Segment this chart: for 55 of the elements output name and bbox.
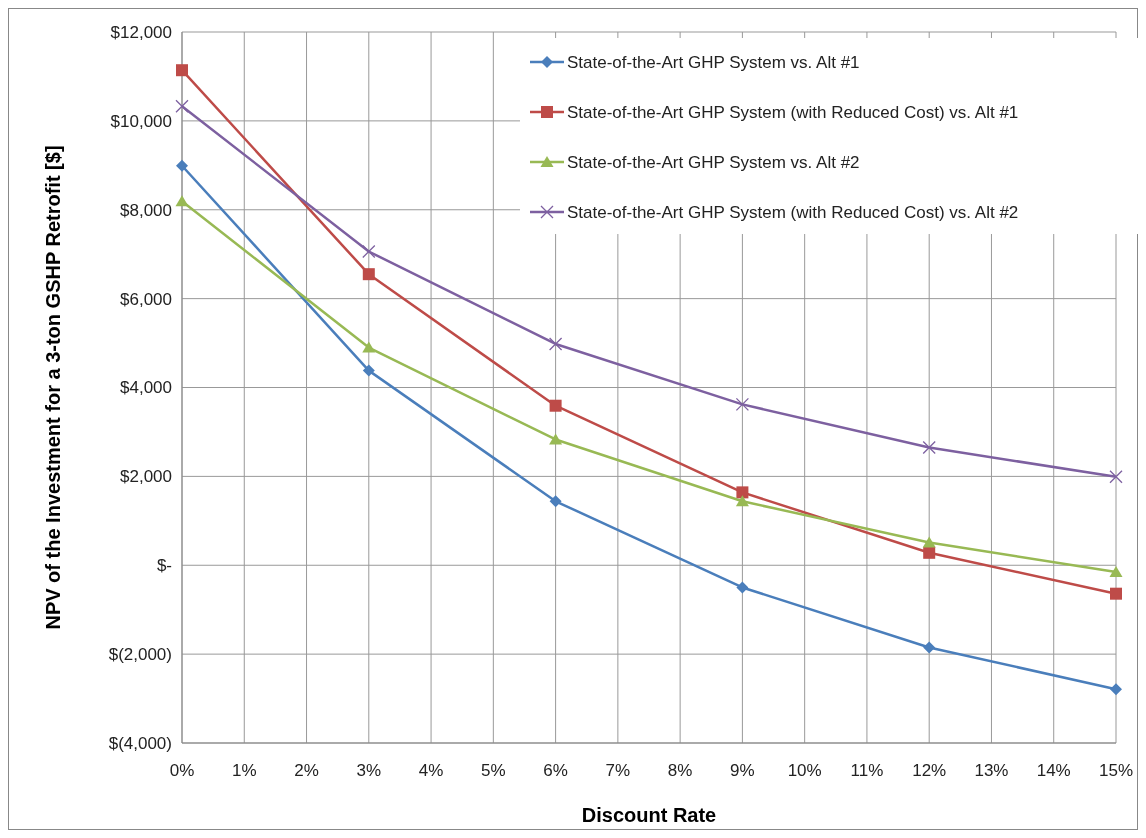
point (923, 546, 936, 559)
x-axis-title: Discount Rate (581, 804, 717, 826)
y-tick-label: $(2,000) (108, 645, 172, 665)
x-tick-label: 13% (974, 761, 1009, 780)
point (549, 399, 562, 412)
point (735, 495, 749, 507)
point (922, 440, 936, 455)
y-tick-label: $8,000 (120, 200, 172, 220)
x-tick-label: 0% (169, 761, 195, 780)
y-tick-label: $12,000 (110, 22, 172, 42)
point (1110, 683, 1122, 696)
x-tick-label: 7% (605, 761, 631, 780)
x-tick-label: 2% (294, 761, 319, 780)
x-tick-label: 10% (787, 761, 822, 780)
x-tick-label: 14% (1036, 761, 1071, 780)
x-tick-label: 11% (850, 761, 884, 780)
point (362, 268, 375, 281)
point (1109, 565, 1123, 577)
point (176, 159, 188, 172)
y-axis-title: NPV of the Investment for a 3-ton GSHP Retrofit [$] (42, 145, 64, 630)
legend-label: State-of-the-Art GHP System vs. Alt #2 (567, 152, 860, 172)
point (736, 486, 749, 499)
x-tick-label: 6% (543, 761, 568, 780)
legend-label: State-of-the-Art GHP System (with Reduced Cost) vs. Alt #2 (567, 202, 1019, 222)
legend-label: State-of-the-Art GHP System (with Reduced Cost) vs. Alt #1 (567, 102, 1019, 122)
y-tick-label: $10,000 (110, 111, 172, 131)
legend-label: State-of-the-Art GHP System vs. Alt #1 (567, 52, 860, 72)
x-tick-label: 5% (481, 761, 506, 780)
point (549, 495, 562, 508)
y-tick-label: $6,000 (120, 289, 172, 309)
x-tick-label: 3% (356, 761, 382, 780)
x-tick-label: 1% (231, 761, 257, 780)
point (176, 64, 188, 77)
point (923, 641, 936, 654)
point (175, 99, 189, 113)
point (362, 244, 376, 259)
point (548, 337, 563, 351)
x-tick-label: 15% (1098, 761, 1134, 780)
x-tick-label: 8% (667, 761, 693, 780)
y-tick-label: $(4,000) (108, 733, 172, 753)
point (735, 397, 750, 412)
point (549, 433, 563, 445)
point (922, 536, 936, 548)
y-tick-label: $2,000 (120, 467, 172, 487)
point (1110, 587, 1122, 600)
point (362, 341, 376, 353)
x-tick-label: 12% (912, 761, 947, 780)
point (736, 581, 749, 594)
x-tick-label: 4% (418, 761, 444, 780)
y-tick-label: $4,000 (120, 378, 172, 398)
x-tick-label: 9% (730, 761, 755, 780)
point (362, 364, 375, 377)
y-tick-label: $- (156, 556, 172, 576)
point (1109, 470, 1123, 484)
point (175, 195, 189, 207)
